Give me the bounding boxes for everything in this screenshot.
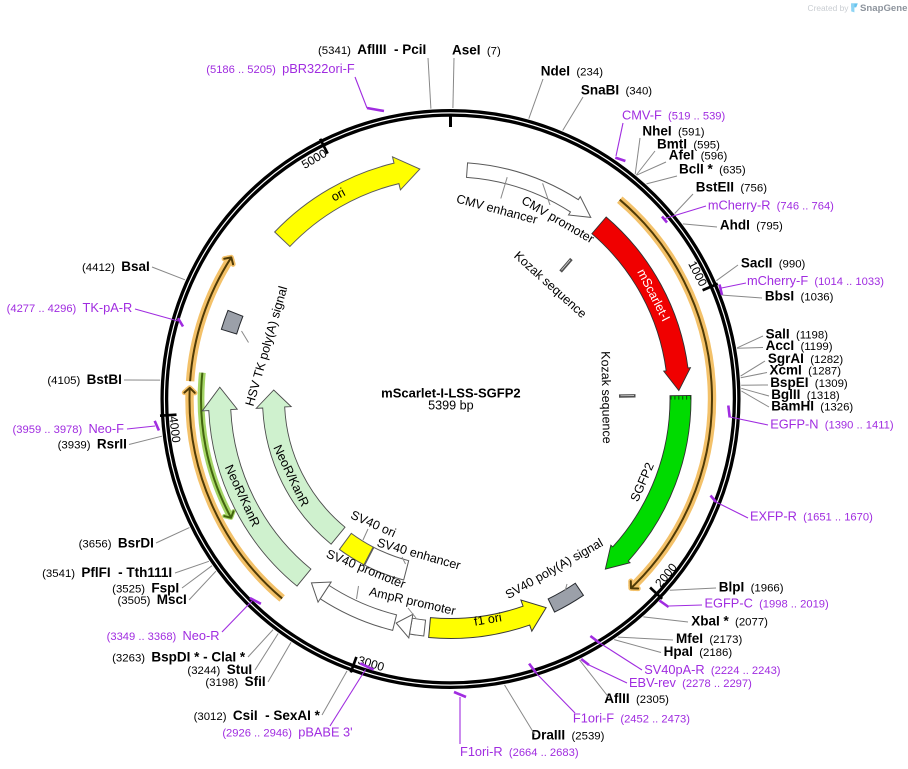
svg-text:(4412) BsaI: (4412) BsaI xyxy=(82,259,150,274)
svg-text:AhdI (795): AhdI (795) xyxy=(720,218,783,233)
svg-text:5399 bp: 5399 bp xyxy=(428,399,474,413)
svg-text:(5186 .. 5205) pBR322ori-F: (5186 .. 5205) pBR322ori-F xyxy=(206,61,355,76)
svg-text:4000: 4000 xyxy=(166,415,183,444)
svg-text:BlpI (1966): BlpI (1966) xyxy=(719,580,784,595)
svg-text:(3541) PflFI - Tth111I: (3541) PflFI - Tth111I xyxy=(42,565,172,580)
svg-text:EGFP-N (1390 .. 1411): EGFP-N (1390 .. 1411) xyxy=(770,417,894,432)
svg-text:AseI (7): AseI (7) xyxy=(452,43,501,58)
svg-text:BstEII (756): BstEII (756) xyxy=(696,180,767,195)
svg-text:HpaI (2186): HpaI (2186) xyxy=(664,644,733,659)
svg-text:f1 ori: f1 ori xyxy=(473,610,503,628)
svg-text:(3263) BspDI * - ClaI *: (3263) BspDI * - ClaI * xyxy=(112,650,246,665)
svg-text:(3349 .. 3368) Neo-R: (3349 .. 3368) Neo-R xyxy=(107,628,220,643)
svg-text:XbaI * (2077): XbaI * (2077) xyxy=(691,614,768,629)
svg-text:NheI (591): NheI (591) xyxy=(642,124,704,139)
svg-text:BglII (1318): BglII (1318) xyxy=(771,387,840,402)
svg-text:(3198) SfiI: (3198) SfiI xyxy=(205,674,265,689)
svg-text:MfeI (2173): MfeI (2173) xyxy=(676,631,742,646)
svg-text:SV40pA-R (2224 .. 2243): SV40pA-R (2224 .. 2243) xyxy=(644,662,781,677)
svg-text:(3505) MscI: (3505) MscI xyxy=(118,592,187,607)
svg-text:(4105) BstBI: (4105) BstBI xyxy=(47,372,122,387)
svg-text:Kozak sequence: Kozak sequence xyxy=(598,351,614,444)
svg-text:(3939) RsrII: (3939) RsrII xyxy=(58,437,127,452)
svg-text:SnaBI (340): SnaBI (340) xyxy=(581,83,652,98)
svg-text:SnapGene: SnapGene xyxy=(860,3,907,14)
svg-text:ori: ori xyxy=(329,185,348,204)
svg-text:(3525) FspI: (3525) FspI xyxy=(112,581,179,596)
svg-text:EBV-rev (2278 .. 2297): EBV-rev (2278 .. 2297) xyxy=(629,675,752,690)
svg-text:XcmI (1287): XcmI (1287) xyxy=(770,363,842,378)
svg-text:AccI (1199): AccI (1199) xyxy=(766,338,833,353)
svg-text:(3244) StuI: (3244) StuI xyxy=(187,662,252,677)
svg-text:CMV-F (519 .. 539): CMV-F (519 .. 539) xyxy=(622,108,726,123)
svg-text:NdeI (234): NdeI (234) xyxy=(541,64,603,79)
svg-text:BbsI (1036): BbsI (1036) xyxy=(765,289,834,304)
svg-text:(5341) AflIII - PciI: (5341) AflIII - PciI xyxy=(318,42,426,57)
svg-text:BclI * (635): BclI * (635) xyxy=(679,162,746,177)
svg-text:EGFP-C (1998 .. 2019): EGFP-C (1998 .. 2019) xyxy=(705,596,830,611)
svg-text:BspEI (1309): BspEI (1309) xyxy=(770,375,848,390)
svg-text:AflII (2305): AflII (2305) xyxy=(604,691,669,706)
svg-text:(4277 .. 4296) TK-pA-R: (4277 .. 4296) TK-pA-R xyxy=(7,300,133,315)
svg-text:SacII (990): SacII (990) xyxy=(741,256,806,271)
svg-text:(3959 .. 3978) Neo-F: (3959 .. 3978) Neo-F xyxy=(13,421,125,436)
svg-text:BmtI (595): BmtI (595) xyxy=(657,137,720,152)
svg-text:SalI (1198): SalI (1198) xyxy=(766,327,829,342)
svg-text:mCherry-R (746 .. 764): mCherry-R (746 .. 764) xyxy=(708,198,834,213)
svg-text:F1ori-F (2452 .. 2473): F1ori-F (2452 .. 2473) xyxy=(573,711,690,726)
svg-text:AfeI (596): AfeI (596) xyxy=(669,148,728,163)
svg-text:EXFP-R (1651 .. 1670): EXFP-R (1651 .. 1670) xyxy=(750,509,873,524)
svg-text:mCherry-F (1014 .. 1033): mCherry-F (1014 .. 1033) xyxy=(747,273,884,288)
svg-text:F1ori-R (2664 .. 2683): F1ori-R (2664 .. 2683) xyxy=(460,744,579,759)
svg-text:BamHI (1326): BamHI (1326) xyxy=(771,399,853,414)
svg-text:(3012) CsiI - SexAI *: (3012) CsiI - SexAI * xyxy=(194,708,321,723)
svg-text:Created by: Created by xyxy=(808,3,850,13)
svg-text:SgrAI (1282): SgrAI (1282) xyxy=(768,351,843,366)
svg-text:mScarlet-I-LSS-SGFP2: mScarlet-I-LSS-SGFP2 xyxy=(381,386,520,401)
svg-text:(3656) BsrDI: (3656) BsrDI xyxy=(79,536,154,551)
svg-text:DraIII (2539): DraIII (2539) xyxy=(531,728,604,743)
svg-text:(2926 .. 2946) pBABE 3': (2926 .. 2946) pBABE 3' xyxy=(222,725,352,740)
